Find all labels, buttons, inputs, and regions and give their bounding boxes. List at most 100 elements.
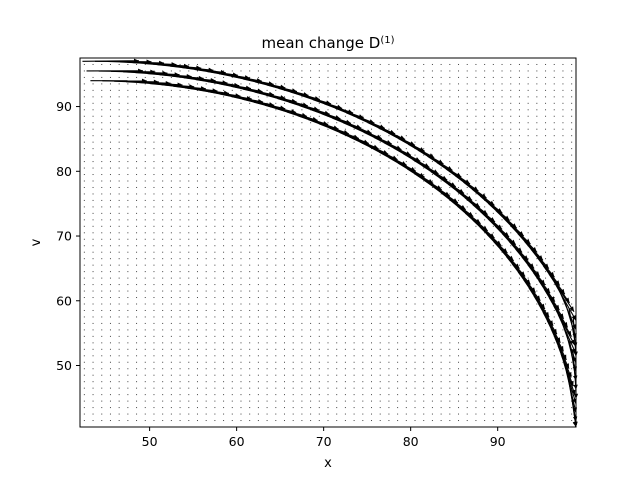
field-arrow xyxy=(249,219,251,221)
field-arrow xyxy=(231,148,233,150)
field-arrow xyxy=(136,245,138,247)
field-arrow xyxy=(484,368,486,370)
field-arrow xyxy=(266,381,268,383)
field-arrow xyxy=(397,141,399,143)
field-arrow xyxy=(527,348,529,350)
field-arrow xyxy=(92,355,94,357)
field-arrow xyxy=(223,225,225,227)
field-arrow xyxy=(353,400,355,402)
field-arrow xyxy=(405,258,407,260)
field-arrow xyxy=(127,400,129,402)
field-arrow xyxy=(492,161,494,163)
field-arrow xyxy=(109,297,111,299)
field-arrow xyxy=(562,199,564,201)
field-arrow xyxy=(83,284,85,286)
field-arrow xyxy=(440,297,442,299)
field-arrow xyxy=(101,335,103,337)
field-arrow xyxy=(449,413,451,415)
field-arrow xyxy=(423,394,425,396)
field-arrow xyxy=(170,115,172,117)
field-arrow xyxy=(414,206,416,208)
field-arrow xyxy=(118,335,120,337)
field-arrow xyxy=(458,355,460,357)
field-arrow xyxy=(510,348,512,350)
field-arrow xyxy=(249,322,251,324)
field-arrow xyxy=(562,225,564,227)
field-arrow xyxy=(449,400,451,402)
field-arrow xyxy=(109,122,111,124)
field-arrow xyxy=(266,309,268,311)
field-arrow xyxy=(127,381,129,383)
field-arrow xyxy=(562,368,564,370)
field-arrow xyxy=(492,135,494,137)
field-arrow xyxy=(310,394,312,396)
field-arrow xyxy=(214,368,216,370)
field-arrow xyxy=(440,258,442,260)
field-arrow xyxy=(466,148,468,150)
field-arrow xyxy=(562,374,564,376)
field-arrow xyxy=(379,361,381,363)
field-arrow xyxy=(536,219,538,221)
field-arrow xyxy=(336,348,338,350)
field-arrow xyxy=(440,420,442,422)
field-arrow xyxy=(223,381,225,383)
field-arrow xyxy=(214,342,216,344)
field-arrow xyxy=(118,161,120,163)
field-arrow xyxy=(397,109,399,111)
field-arrow xyxy=(214,225,216,227)
field-arrow xyxy=(83,141,85,143)
field-arrow xyxy=(362,420,364,422)
field-arrow xyxy=(127,193,129,195)
field-arrow xyxy=(423,76,425,78)
field-arrow xyxy=(484,96,486,98)
field-arrow xyxy=(301,374,303,376)
field-arrow xyxy=(414,258,416,260)
field-arrow xyxy=(162,284,164,286)
field-arrow xyxy=(327,63,329,65)
field-arrow xyxy=(397,329,399,331)
field-arrow xyxy=(101,264,103,266)
field-arrow xyxy=(423,316,425,318)
field-arrow xyxy=(388,407,390,409)
field-arrow xyxy=(458,400,460,402)
field-arrow xyxy=(83,251,85,253)
field-arrow xyxy=(362,264,364,266)
field-arrow xyxy=(179,290,181,292)
field-arrow xyxy=(571,335,573,337)
field-arrow xyxy=(127,290,129,292)
field-arrow xyxy=(353,322,355,324)
field-arrow xyxy=(336,174,338,176)
field-arrow xyxy=(458,342,460,344)
field-arrow xyxy=(292,387,294,389)
field-arrow xyxy=(92,122,94,124)
field-arrow xyxy=(127,361,129,363)
field-arrow xyxy=(536,193,538,195)
field-arrow xyxy=(362,297,364,299)
field-arrow xyxy=(310,128,312,130)
field-arrow xyxy=(449,277,451,279)
field-arrow xyxy=(362,277,364,279)
field-arrow xyxy=(92,290,94,292)
field-arrow xyxy=(518,148,520,150)
field-arrow xyxy=(466,232,468,234)
field-arrow xyxy=(170,322,172,324)
field-arrow xyxy=(388,316,390,318)
field-arrow xyxy=(240,394,242,396)
field-arrow xyxy=(144,141,146,143)
field-arrow xyxy=(127,89,129,91)
field-arrow xyxy=(257,316,259,318)
field-arrow xyxy=(518,161,520,163)
field-arrow xyxy=(92,394,94,396)
field-arrow xyxy=(475,355,477,357)
field-arrow xyxy=(388,271,390,273)
field-arrow xyxy=(144,154,146,156)
field-arrow xyxy=(379,381,381,383)
field-arrow xyxy=(397,413,399,415)
field-arrow xyxy=(275,167,277,169)
field-arrow xyxy=(275,128,277,130)
field-arrow xyxy=(292,355,294,357)
field-arrow xyxy=(92,63,94,65)
field-arrow xyxy=(344,258,346,260)
field-arrow xyxy=(205,309,207,311)
field-arrow xyxy=(344,251,346,253)
